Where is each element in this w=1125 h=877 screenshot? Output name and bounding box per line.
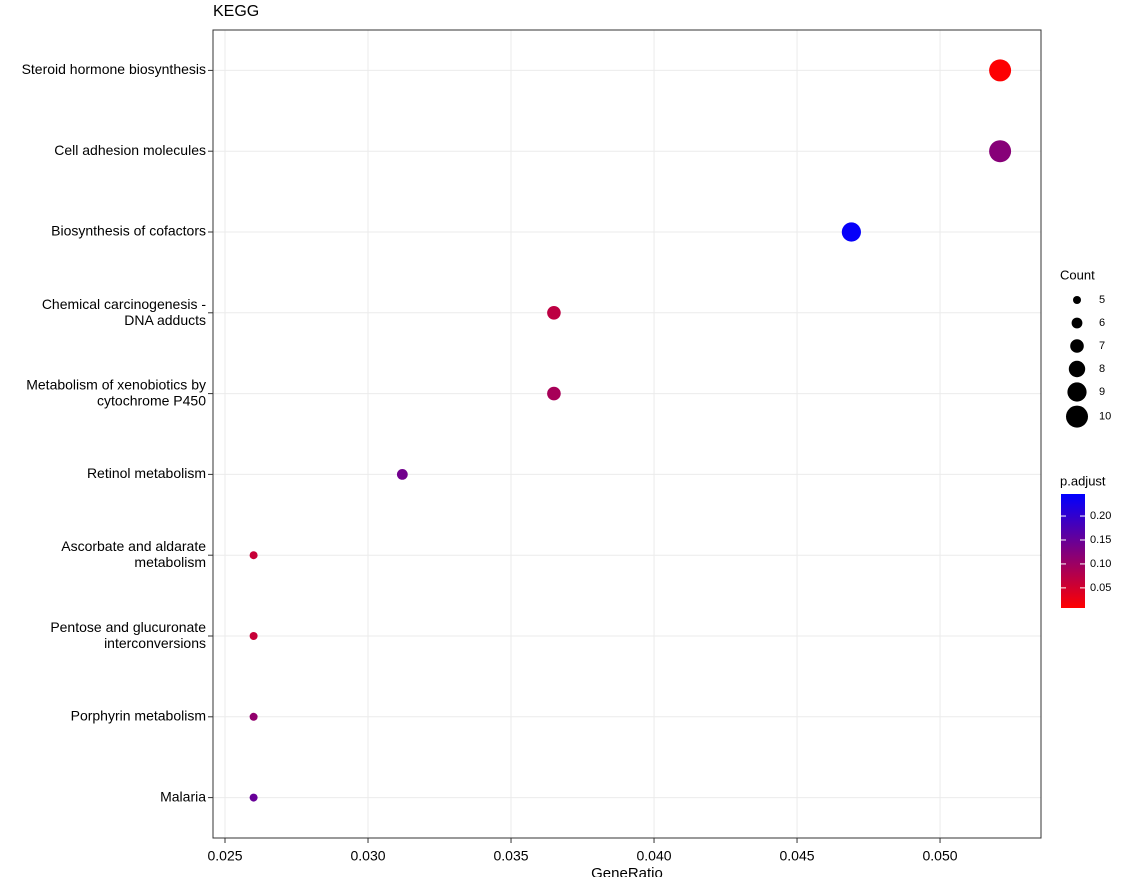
x-tick-label: 0.050: [923, 848, 958, 864]
x-axis-label: GeneRatio: [591, 865, 663, 877]
y-tick-label: Ascorbate and aldarate metabolism: [61, 538, 206, 570]
y-tick-label: Steroid hormone biosynthesis: [22, 61, 206, 77]
y-tick-label: Pentose and glucuronate interconversions: [50, 619, 206, 651]
x-tick-label: 0.025: [207, 848, 242, 864]
colorbar: [1061, 494, 1085, 608]
colorbar-label: 0.10: [1090, 558, 1111, 570]
legend-label: 8: [1099, 363, 1105, 375]
legend-label: 7: [1099, 340, 1105, 352]
legend-label: 9: [1099, 386, 1105, 398]
x-tick-label: 0.045: [780, 848, 815, 864]
dot: [841, 222, 861, 242]
y-tick-label: Cell adhesion molecules: [54, 142, 206, 158]
legend-dot: [1070, 339, 1084, 353]
x-tick-label: 0.030: [350, 848, 385, 864]
y-tick-label: Porphyrin metabolism: [71, 708, 206, 724]
panel-background: [213, 30, 1041, 838]
legend-label: 10: [1099, 411, 1111, 423]
x-tick-label: 0.040: [637, 848, 672, 864]
colorbar-label: 0.05: [1090, 582, 1111, 594]
y-tick-label: Chemical carcinogenesis -DNA adducts: [42, 296, 207, 328]
x-tick-label: 0.035: [493, 848, 528, 864]
dot: [249, 712, 258, 721]
y-tick-label: Retinol metabolism: [87, 465, 206, 481]
chart-title: KEGG: [213, 3, 259, 20]
dot: [249, 793, 258, 802]
dot: [396, 469, 408, 480]
panel-border: [212, 29, 1042, 839]
dot: [989, 140, 1012, 163]
legend-label: 6: [1099, 317, 1105, 329]
dot: [989, 59, 1012, 82]
y-tick-label: Metabolism of xenobiotics by cytochrome P…: [26, 376, 206, 408]
dot: [547, 306, 561, 320]
y-tick-label: Malaria: [160, 788, 206, 804]
legend-title: p.adjust: [1060, 473, 1106, 488]
legend-dot: [1066, 405, 1088, 428]
legend-dot: [1068, 360, 1086, 378]
colorbar-label: 0.20: [1090, 510, 1111, 522]
legend-dot: [1073, 296, 1081, 304]
dot: [249, 551, 258, 560]
dot: [547, 386, 561, 401]
legend-dot: [1071, 317, 1083, 329]
legend-dot: [1067, 382, 1087, 402]
colorbar-label: 0.15: [1090, 534, 1111, 546]
dot: [249, 632, 258, 640]
legend-label: 5: [1099, 294, 1105, 306]
y-tick-label: Biosynthesis of cofactors: [51, 223, 206, 239]
legend-title: Count: [1060, 267, 1095, 282]
